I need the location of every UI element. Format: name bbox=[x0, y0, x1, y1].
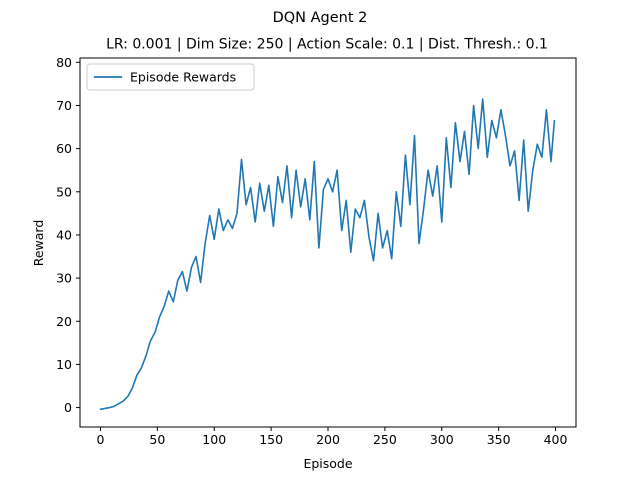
axis-ticks: 0 50 100 150 200 250 300 350 400 0 10 20 30 40 50 60 70 8… bbox=[56, 55, 567, 447]
x-tick-label: 100 bbox=[202, 432, 226, 447]
x-axis-label: Episode bbox=[303, 456, 352, 471]
x-tick-label: 0 bbox=[97, 432, 105, 447]
y-tick-label: 20 bbox=[56, 314, 72, 329]
y-tick-label: 10 bbox=[56, 357, 72, 372]
y-tick-label: 0 bbox=[64, 400, 72, 415]
chart-subtitle: LR: 0.001 | Dim Size: 250 | Action Scale… bbox=[106, 37, 548, 53]
x-tick-label: 50 bbox=[149, 432, 165, 447]
y-tick-label: 30 bbox=[56, 271, 72, 286]
y-axis-label: Reward bbox=[31, 220, 46, 267]
x-tick-label: 200 bbox=[316, 432, 340, 447]
x-tick-label: 400 bbox=[544, 432, 568, 447]
legend: Episode Rewards bbox=[86, 63, 255, 91]
series-line bbox=[99, 98, 556, 411]
series-layer bbox=[99, 98, 556, 411]
plot-area-frame bbox=[79, 57, 577, 428]
y-tick-label: 50 bbox=[56, 184, 72, 199]
x-tick-label: 300 bbox=[430, 432, 454, 447]
chart-title: DQN Agent 2 bbox=[273, 10, 368, 26]
y-tick-label: 40 bbox=[56, 227, 72, 242]
y-tick-label: 70 bbox=[56, 98, 72, 113]
x-tick-label: 350 bbox=[487, 432, 511, 447]
x-tick-label: 150 bbox=[259, 432, 283, 447]
legend-label: Episode Rewards bbox=[130, 70, 236, 85]
x-tick-label: 250 bbox=[373, 432, 397, 447]
y-tick-label: 60 bbox=[56, 141, 72, 156]
legend-box bbox=[86, 63, 255, 91]
y-tick-label: 80 bbox=[56, 55, 72, 70]
